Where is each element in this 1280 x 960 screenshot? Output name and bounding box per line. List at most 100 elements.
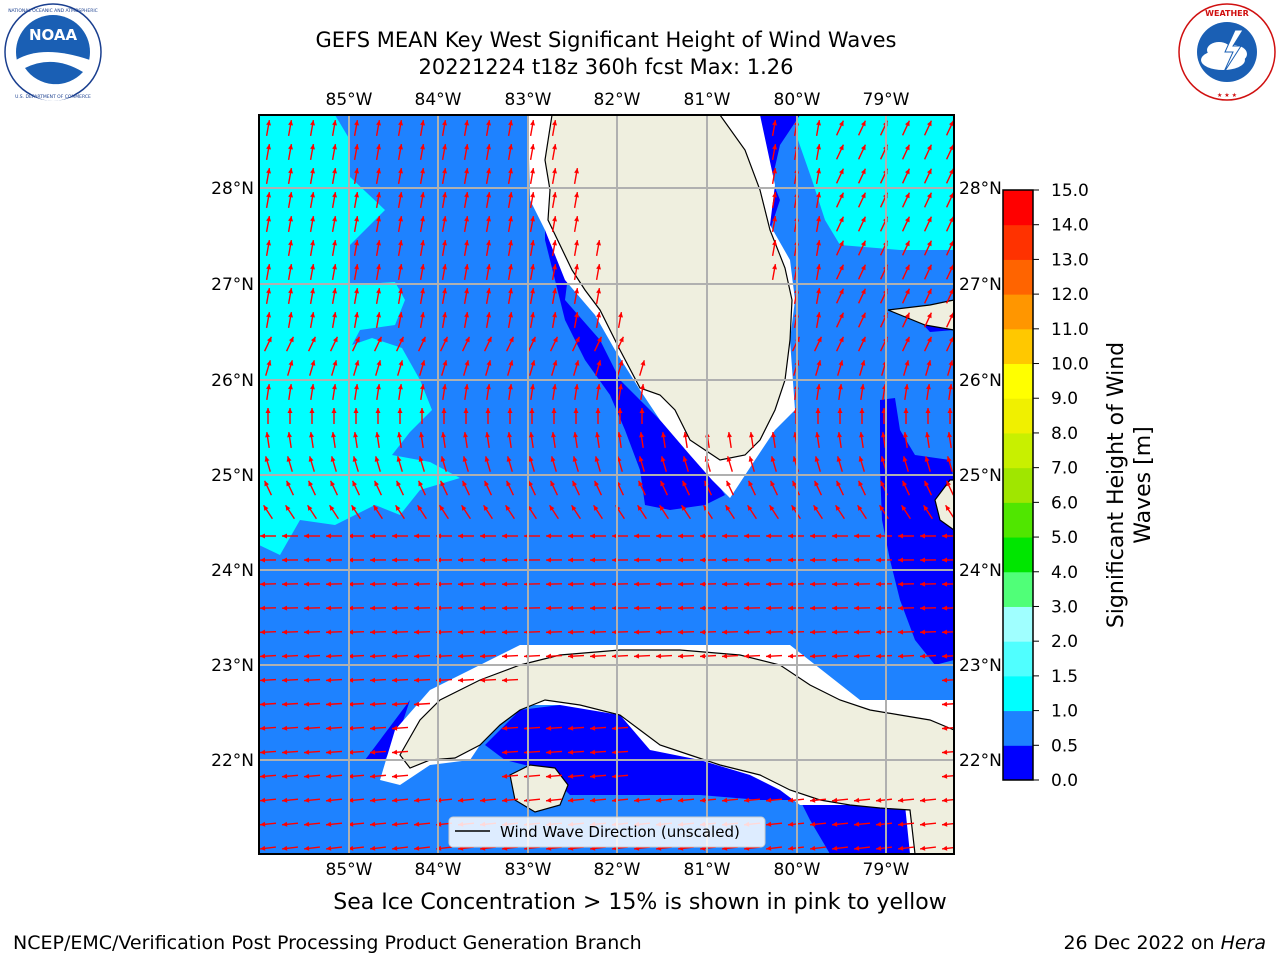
wave-arrow-head — [880, 456, 886, 462]
wave-arrow-head — [348, 797, 354, 803]
contour-cyan-west — [259, 115, 460, 555]
wave-arrow-head — [817, 336, 822, 343]
wave-arrow-head — [575, 336, 580, 343]
wave-arrow-head — [397, 432, 402, 438]
wave-arrow-head — [810, 845, 816, 851]
wave-arrow-head — [304, 725, 310, 731]
wave-arrow-head — [442, 360, 448, 366]
wave-arrow-head — [942, 797, 948, 803]
wave-arrow-head — [282, 677, 288, 683]
wave-arrow-head — [464, 144, 469, 150]
wave-arrow-head — [398, 192, 403, 198]
land-masses — [380, 115, 954, 854]
wave-arrow-head — [898, 557, 903, 563]
wave-arrow-head — [656, 557, 661, 563]
wave-arrow-head — [486, 312, 491, 318]
wave-arrow-head — [920, 653, 926, 659]
wave-arrow-head — [502, 749, 508, 755]
wave-arrow-head — [376, 240, 381, 246]
wave-arrow-head — [876, 797, 882, 803]
svg-text:WEATHER: WEATHER — [1205, 9, 1249, 18]
wave-arrow-head — [282, 845, 288, 851]
colorbar-tick-label: 7.0 — [1051, 459, 1078, 479]
wave-arrow-head — [266, 264, 271, 270]
colorbar-swatch — [1003, 398, 1033, 434]
wave-arrow-head — [260, 725, 266, 731]
wave-arrow-head — [392, 845, 398, 851]
wave-arrow-head — [927, 120, 932, 127]
wave-arrow-head — [920, 533, 925, 539]
wave-arrow-head — [370, 557, 375, 563]
wave-arrow-head — [418, 480, 423, 487]
wave-arrow-head — [945, 505, 951, 511]
wave-arrow-head — [377, 336, 382, 343]
wave-arrow-head — [550, 480, 555, 487]
wave-arrow-head — [854, 821, 860, 827]
wave-arrow-head — [354, 384, 359, 390]
lat-tick-left: 24°N — [211, 561, 254, 581]
wave-arrow-head — [287, 432, 292, 438]
wave-arrow-head — [354, 192, 359, 198]
wave-arrow-head — [417, 505, 423, 511]
wave-arrow-head — [354, 144, 359, 150]
wave-arrow-head — [326, 845, 332, 851]
wave-arrow-head — [392, 725, 398, 731]
wave-arrow-head — [310, 288, 315, 294]
wave-arrow-head — [326, 533, 331, 539]
wave-arrow-head — [948, 360, 954, 366]
map-gridlines — [259, 115, 954, 854]
colorbar-frame — [1002, 189, 1034, 781]
wave-arrow-head — [839, 312, 844, 319]
wave-arrow-head — [925, 432, 930, 438]
wave-arrow-head — [839, 120, 844, 127]
wave-arrow-head — [810, 821, 816, 827]
colorbar-tick-label: 9.0 — [1051, 389, 1078, 409]
colorbar-swatch — [1003, 224, 1033, 260]
wave-arrow-head — [839, 144, 844, 151]
wave-arrow-head — [464, 120, 469, 126]
wave-arrow-head — [546, 749, 552, 755]
wave-arrow-head — [947, 408, 953, 413]
wave-arrow-head — [573, 432, 578, 438]
wave-arrow-head — [816, 240, 821, 246]
wave-arrow-head — [634, 653, 640, 659]
wave-arrow-head — [612, 605, 618, 611]
wave-arrow-head — [546, 581, 552, 587]
wave-arrow-head — [370, 677, 376, 683]
wave-arrow-head — [568, 773, 574, 779]
wave-arrow-head — [439, 505, 445, 511]
wave-arrow-head — [260, 557, 265, 563]
wave-arrow-head — [304, 845, 310, 851]
wave-arrow-head — [861, 216, 866, 223]
wave-arrow-head — [546, 533, 551, 539]
wave-arrow-head — [376, 360, 382, 366]
cuba — [399, 649, 954, 854]
wave-arrow-head — [814, 480, 819, 487]
wave-arrow-head — [678, 557, 683, 563]
colorbar-title: Significant Height of Wind Waves [m] — [1104, 342, 1156, 628]
wave-arrow-head — [348, 533, 353, 539]
wave-arrow-head — [420, 192, 425, 198]
wave-arrow-head — [925, 408, 931, 413]
wave-arrow-head — [392, 821, 398, 827]
chart-title: GEFS MEAN Key West Significant Height of… — [315, 28, 897, 52]
wave-arrow-head — [260, 629, 266, 635]
colorbar: 0.0 0.5 1.0 1.5 2.0 3.0 4.0 5.0 6.0 7.0 8.0 9.0 10.0… — [1002, 181, 1089, 791]
wave-arrow-head — [286, 456, 292, 462]
wave-arrow-head — [898, 581, 904, 587]
wave-arrow-head — [612, 749, 618, 755]
wave-arrow-head — [816, 192, 821, 198]
wave-arrow-head — [810, 629, 816, 635]
wave-arrow-head — [326, 629, 332, 635]
wave-arrow-head — [546, 653, 552, 659]
colorbar-tick-label: 5.0 — [1051, 528, 1078, 548]
wave-arrow-head — [326, 773, 332, 779]
wave-arrow-head — [480, 677, 486, 683]
wave-arrow-head — [332, 264, 337, 270]
wave-arrow-head — [348, 725, 354, 731]
wave-arrow-head — [766, 605, 772, 611]
wave-arrow-head — [920, 797, 926, 803]
wave-arrow-head — [483, 505, 489, 511]
wave-arrow-head — [530, 216, 535, 222]
wave-arrow-head — [486, 240, 491, 246]
